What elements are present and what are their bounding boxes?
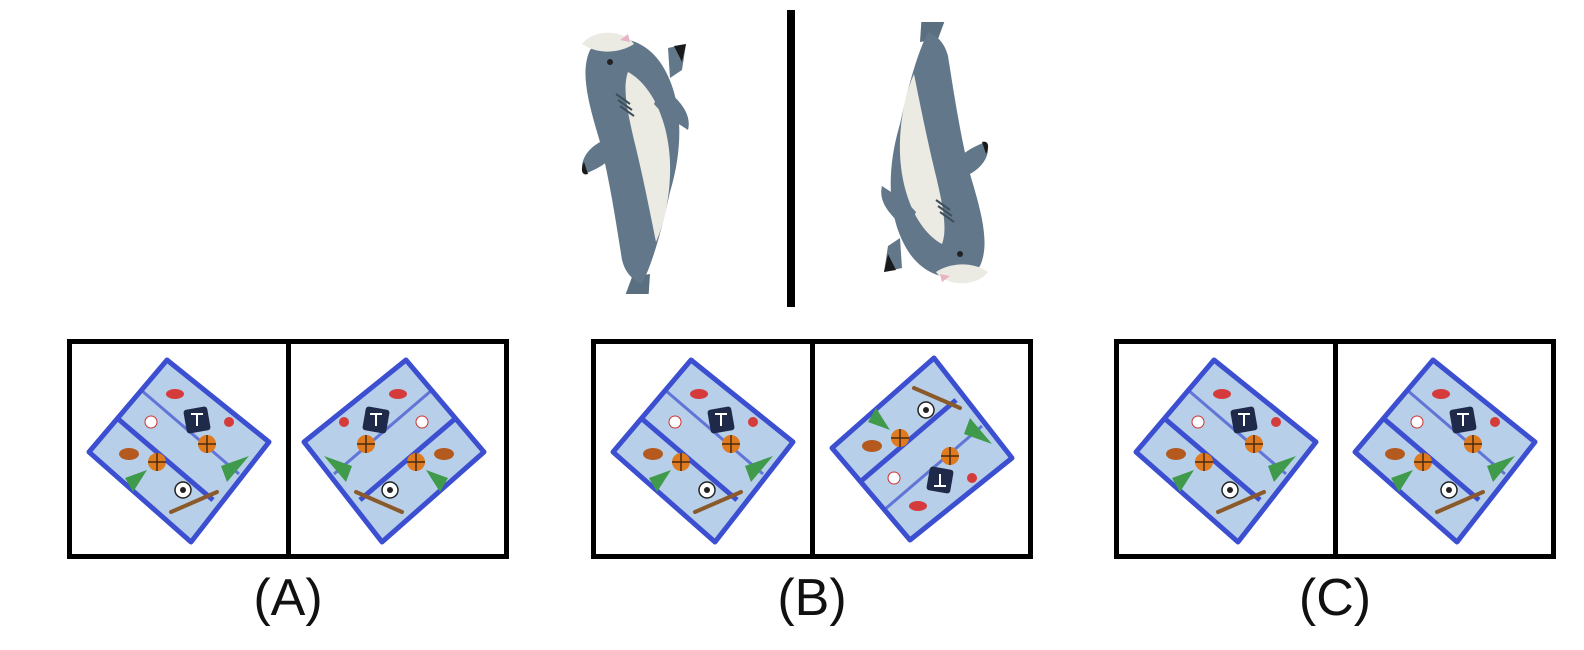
option-c-label: (C) <box>1298 569 1372 627</box>
option-a-divider <box>286 339 291 559</box>
option-a-right-image <box>291 344 505 554</box>
option-b-right-image <box>815 344 1029 554</box>
reference-right-image <box>880 22 990 285</box>
option-b-label: (B) <box>777 569 847 627</box>
option-b-divider <box>810 339 815 559</box>
option-b[interactable] <box>591 339 1033 559</box>
reference-pair <box>0 0 1584 320</box>
option-a-left-image <box>72 344 286 554</box>
option-b-left-image <box>596 344 810 554</box>
reference-left-image <box>580 31 690 294</box>
option-c-left-image <box>1119 344 1333 554</box>
option-c[interactable] <box>1114 339 1556 559</box>
reference-divider <box>787 10 795 307</box>
option-c-right-image <box>1338 344 1552 554</box>
option-a-label: (A) <box>253 569 323 627</box>
option-c-divider <box>1333 339 1338 559</box>
option-a[interactable] <box>67 339 509 559</box>
